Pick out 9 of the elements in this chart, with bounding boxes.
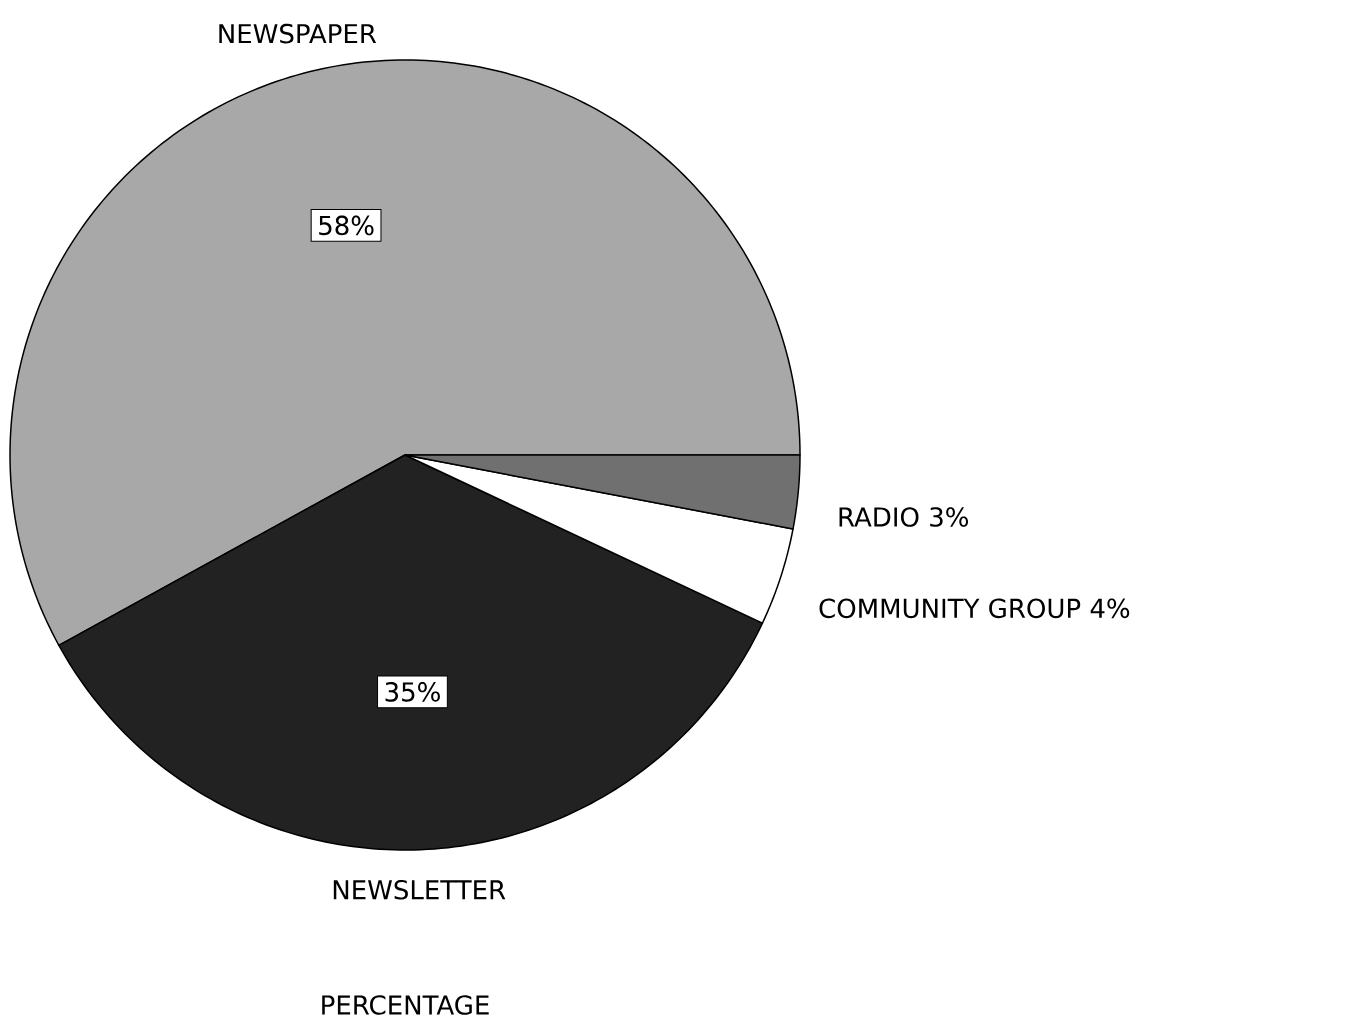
slice-label: COMMUNITY GROUP <box>819 598 1081 619</box>
data-label: 4% <box>1090 598 1130 619</box>
slice-label: RADIO <box>839 507 919 527</box>
data-label: 3% <box>930 507 969 527</box>
slice-label: NEWSLETTER <box>333 879 506 900</box>
slice-label: NEWSPAPER <box>219 23 377 44</box>
data-label: 58% <box>319 215 374 236</box>
data-label: 35% <box>385 682 440 702</box>
text: PERCENTAGE <box>322 995 489 1015</box>
